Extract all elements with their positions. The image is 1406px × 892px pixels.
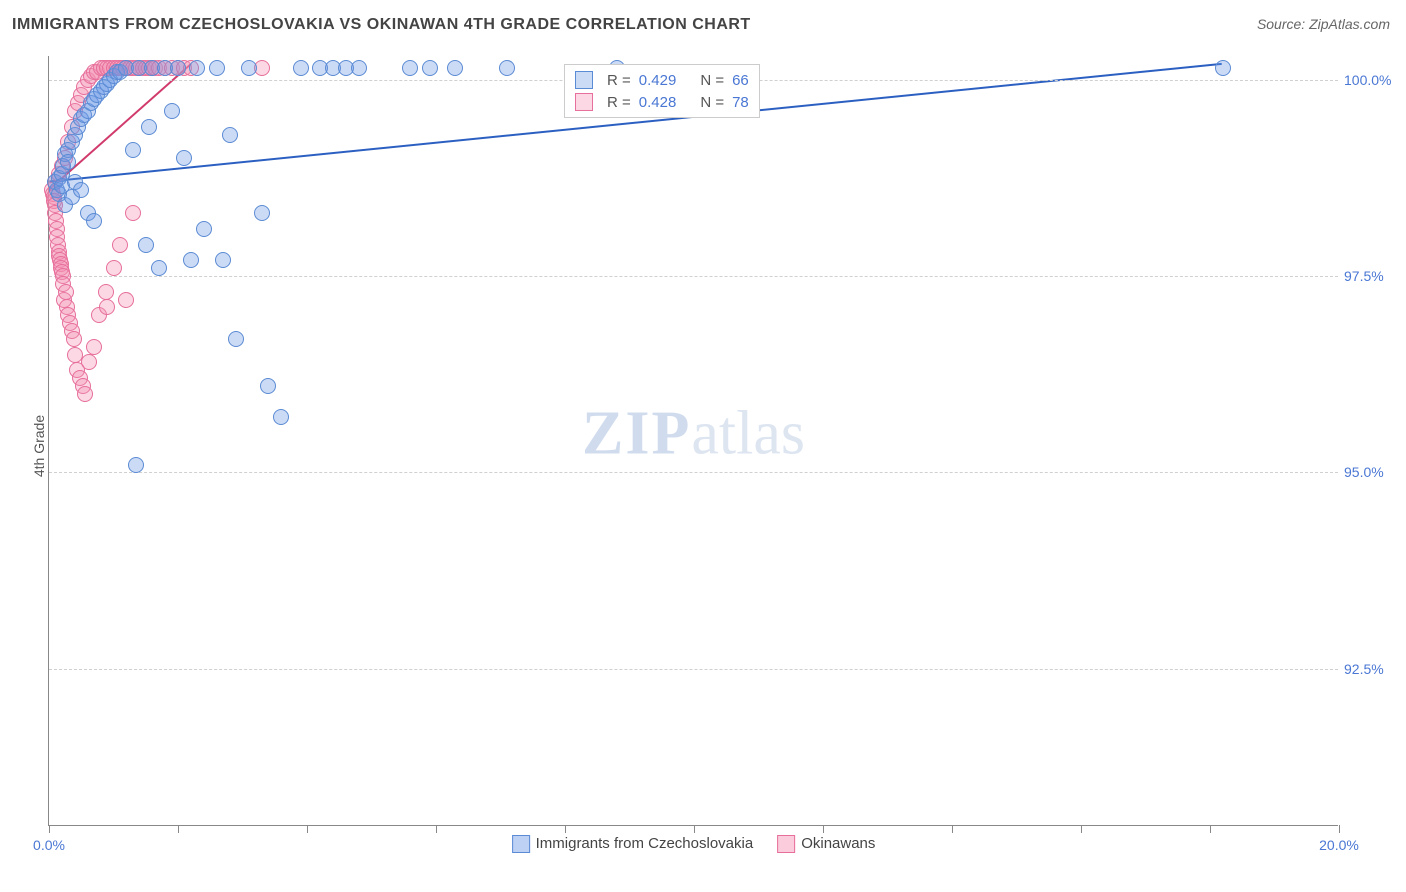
scatter-point	[209, 60, 225, 76]
scatter-point	[422, 60, 438, 76]
scatter-point	[402, 60, 418, 76]
scatter-point	[1215, 60, 1231, 76]
scatter-point	[254, 205, 270, 221]
scatter-point	[81, 354, 97, 370]
stats-label-r: R =	[607, 72, 631, 89]
stats-value-r: 0.428	[639, 94, 677, 111]
legend-swatch	[777, 835, 795, 853]
scatter-point	[99, 299, 115, 315]
stats-value-n: 78	[732, 94, 749, 111]
legend-label: Okinawans	[801, 835, 875, 852]
plot-area: ZIPatlas 92.5%95.0%97.5%100.0%0.0%20.0%R…	[48, 56, 1338, 826]
y-axis-label: 4th Grade	[31, 415, 47, 477]
stats-row: R = 0.429 N = 66	[575, 69, 749, 91]
y-tick-label: 92.5%	[1344, 661, 1394, 677]
scatter-point	[66, 331, 82, 347]
legend-item: Okinawans	[777, 835, 875, 853]
x-tick	[823, 825, 824, 833]
scatter-point	[125, 142, 141, 158]
stats-label-r: R =	[607, 94, 631, 111]
legend-label: Immigrants from Czechoslovakia	[536, 835, 754, 852]
x-tick	[178, 825, 179, 833]
scatter-point	[447, 60, 463, 76]
scatter-point	[151, 260, 167, 276]
legend-swatch	[575, 93, 593, 111]
scatter-point	[125, 205, 141, 221]
scatter-point	[228, 331, 244, 347]
trendlines-layer	[49, 56, 1338, 825]
scatter-point	[73, 182, 89, 198]
x-tick	[952, 825, 953, 833]
scatter-point	[141, 119, 157, 135]
scatter-point	[77, 386, 93, 402]
scatter-point	[112, 237, 128, 253]
legend-item: Immigrants from Czechoslovakia	[512, 835, 754, 853]
gridline-h	[49, 276, 1338, 277]
scatter-point	[215, 252, 231, 268]
x-tick-label: 0.0%	[33, 837, 65, 853]
chart-title: IMMIGRANTS FROM CZECHOSLOVAKIA VS OKINAW…	[12, 16, 751, 34]
watermark: ZIPatlas	[582, 398, 805, 469]
watermark-atlas: atlas	[691, 399, 805, 467]
legend-swatch	[575, 71, 593, 89]
x-tick	[307, 825, 308, 833]
scatter-point	[189, 60, 205, 76]
scatter-point	[58, 284, 74, 300]
x-tick-label: 20.0%	[1319, 837, 1359, 853]
scatter-point	[164, 103, 180, 119]
x-tick	[1210, 825, 1211, 833]
scatter-point	[176, 150, 192, 166]
scatter-point	[60, 154, 76, 170]
scatter-point	[106, 260, 122, 276]
scatter-point	[260, 378, 276, 394]
scatter-point	[170, 60, 186, 76]
legend-swatch	[512, 835, 530, 853]
stats-row: R = 0.428 N = 78	[575, 91, 749, 113]
y-tick-label: 100.0%	[1344, 72, 1394, 88]
x-tick	[565, 825, 566, 833]
scatter-point	[138, 237, 154, 253]
source-label: Source: ZipAtlas.com	[1257, 16, 1390, 32]
scatter-point	[128, 457, 144, 473]
stats-box: R = 0.429 N = 66 R = 0.428 N = 78	[564, 64, 760, 118]
x-tick	[1081, 825, 1082, 833]
scatter-point	[222, 127, 238, 143]
stats-value-n: 66	[732, 72, 749, 89]
scatter-point	[86, 339, 102, 355]
scatter-point	[183, 252, 199, 268]
bottom-legend: Immigrants from Czechoslovakia Okinawans	[512, 835, 876, 853]
scatter-point	[273, 409, 289, 425]
scatter-point	[86, 213, 102, 229]
scatter-point	[241, 60, 257, 76]
scatter-point	[98, 284, 114, 300]
stats-value-r: 0.429	[639, 72, 677, 89]
stats-label-n: N =	[700, 72, 724, 89]
gridline-h	[49, 472, 1338, 473]
gridline-h	[49, 669, 1338, 670]
scatter-point	[499, 60, 515, 76]
x-tick	[1339, 825, 1340, 833]
stats-label-n: N =	[700, 94, 724, 111]
y-tick-label: 97.5%	[1344, 268, 1394, 284]
scatter-point	[118, 292, 134, 308]
watermark-zip: ZIP	[582, 399, 691, 467]
scatter-point	[196, 221, 212, 237]
x-tick	[49, 825, 50, 833]
x-tick	[694, 825, 695, 833]
scatter-point	[351, 60, 367, 76]
x-tick	[436, 825, 437, 833]
y-tick-label: 95.0%	[1344, 464, 1394, 480]
scatter-point	[293, 60, 309, 76]
